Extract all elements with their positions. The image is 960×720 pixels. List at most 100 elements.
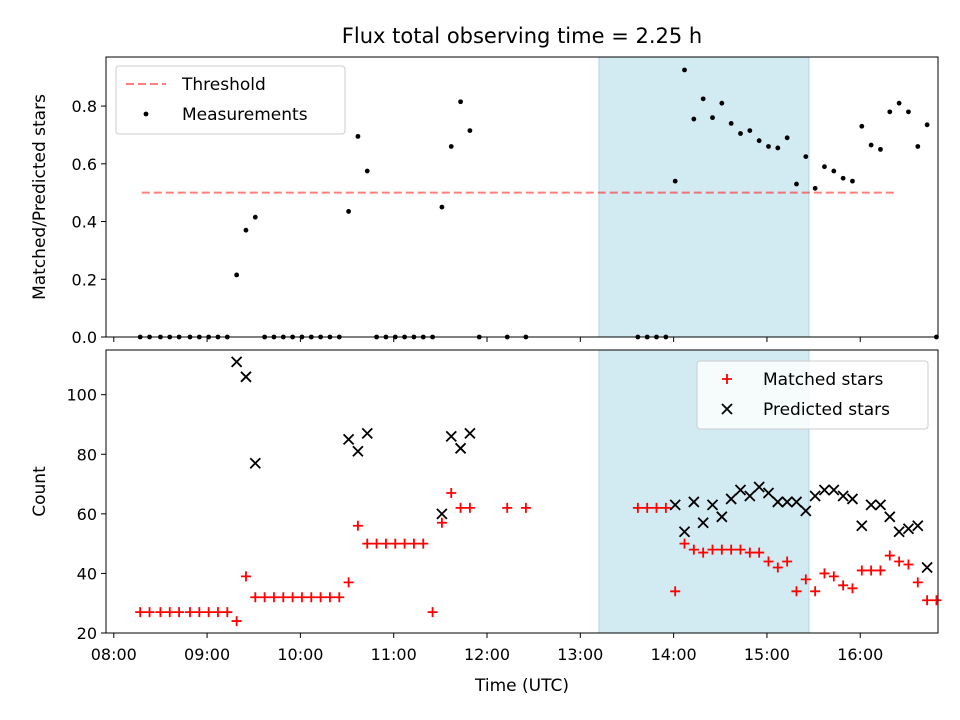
measurement-point bbox=[887, 109, 893, 115]
measurement-point bbox=[672, 178, 678, 184]
measurement-point bbox=[700, 96, 706, 102]
legend-label: Predicted stars bbox=[763, 400, 890, 420]
measurement-point bbox=[691, 116, 697, 122]
predicted-star-point bbox=[361, 427, 373, 440]
matched-star-point bbox=[144, 607, 155, 618]
x-tick-label: 11:00 bbox=[371, 645, 417, 664]
predicted-star-point bbox=[912, 520, 924, 532]
matched-star-point bbox=[754, 547, 765, 558]
matched-star-point bbox=[810, 586, 821, 597]
matched-star-point bbox=[164, 607, 175, 618]
top-axes: 0.0 0.2 0.4 0.6 0.8 Matched/Predicted stars Th… bbox=[30, 56, 939, 347]
predicted-star-point bbox=[837, 490, 849, 502]
matched-star-point bbox=[884, 550, 895, 561]
matched-star-point bbox=[866, 565, 877, 576]
predicted-star-point bbox=[688, 496, 700, 508]
measurement-point bbox=[364, 168, 370, 174]
measurement-point bbox=[831, 168, 837, 174]
matched-star-point bbox=[436, 517, 447, 528]
predicted-star-point bbox=[352, 445, 364, 457]
y-tick-label: 0.6 bbox=[72, 155, 97, 174]
measurement-point bbox=[458, 99, 463, 105]
measurement-point bbox=[812, 185, 818, 191]
matched-star-point bbox=[464, 502, 475, 513]
measurement-point bbox=[738, 131, 743, 136]
measurement-point bbox=[719, 100, 725, 106]
matched-star-point bbox=[455, 502, 466, 513]
legend-measurements-swatch bbox=[143, 111, 149, 117]
predicted-star-point bbox=[790, 496, 803, 508]
y-tick-label: 0.2 bbox=[72, 270, 97, 289]
measurement-point bbox=[439, 204, 445, 210]
measurement-point bbox=[859, 123, 865, 129]
figure-title: Flux total observing time = 2.25 h bbox=[342, 24, 702, 48]
matched-star-point bbox=[791, 586, 802, 597]
highlight-span bbox=[598, 57, 809, 337]
predicted-star-point bbox=[856, 520, 868, 532]
matched-star-point bbox=[240, 571, 251, 582]
matched-star-point bbox=[380, 538, 391, 549]
legend-label: Threshold bbox=[181, 75, 266, 95]
predicted-star-point bbox=[753, 481, 765, 493]
measurement-point bbox=[243, 227, 249, 233]
matched-star-point bbox=[735, 544, 746, 555]
measurement-point bbox=[924, 122, 930, 128]
predicted-star-point bbox=[240, 371, 252, 383]
matched-star-point bbox=[716, 544, 727, 555]
matched-star-point bbox=[856, 565, 867, 576]
matched-star-point bbox=[231, 616, 242, 627]
measurement-point bbox=[355, 133, 361, 139]
legend-box bbox=[115, 65, 346, 135]
legend-matched-swatch bbox=[722, 374, 732, 384]
measurement-point bbox=[840, 175, 846, 181]
predicted-star-point bbox=[734, 484, 747, 496]
matched-star-point bbox=[352, 520, 363, 531]
legend: Threshold Measurements bbox=[115, 65, 346, 135]
matched-star-point bbox=[184, 607, 195, 618]
matched-star-point bbox=[194, 607, 205, 618]
predicted-star-point bbox=[669, 499, 681, 511]
matched-star-point bbox=[306, 592, 317, 603]
matched-star-point bbox=[287, 592, 298, 603]
predicted-star-point bbox=[454, 442, 467, 454]
measurement-point bbox=[915, 144, 921, 149]
matched-star-point bbox=[155, 607, 166, 618]
matched-star-point bbox=[135, 607, 146, 618]
matched-star-point bbox=[931, 595, 942, 606]
matched-star-point bbox=[828, 571, 839, 582]
matched-star-point bbox=[838, 580, 849, 591]
matched-star-point bbox=[408, 538, 419, 549]
legend-label: Measurements bbox=[182, 105, 308, 125]
matched-star-point bbox=[903, 559, 914, 570]
measurement-point bbox=[728, 120, 734, 126]
matched-star-point bbox=[278, 592, 289, 603]
matched-star-point bbox=[259, 592, 270, 603]
measurement-point bbox=[252, 214, 258, 220]
matched-star-point bbox=[324, 592, 335, 603]
x-axis-label: Time (UTC) bbox=[474, 676, 569, 696]
predicted-star-point bbox=[249, 457, 261, 469]
matched-star-point bbox=[520, 502, 531, 513]
x-tick-label: 10:00 bbox=[277, 645, 323, 664]
predicted-star-point bbox=[902, 523, 915, 535]
y-axis-label: Count bbox=[30, 466, 50, 517]
measurement-point bbox=[794, 181, 799, 187]
matched-star-point bbox=[334, 592, 345, 603]
matched-star-point bbox=[203, 607, 214, 618]
predicted-star-point bbox=[716, 511, 728, 523]
x-tick-label: 14:00 bbox=[651, 645, 697, 664]
predicted-star-point bbox=[230, 356, 243, 368]
matched-star-point bbox=[679, 538, 690, 549]
matched-star-point bbox=[763, 556, 774, 567]
x-tick-label: 13:00 bbox=[557, 645, 603, 664]
y-axis-label: Matched/Predicted stars bbox=[30, 94, 50, 300]
x-tick-label: 15:00 bbox=[744, 645, 790, 664]
predicted-star-point bbox=[762, 487, 775, 499]
legend: Matched stars Predicted stars bbox=[696, 360, 929, 430]
matched-star-point bbox=[782, 556, 793, 567]
x-tick-label: 08:00 bbox=[91, 645, 137, 664]
matched-star-point bbox=[698, 547, 709, 558]
predicted-star-point bbox=[436, 508, 448, 520]
y-tick-label: 80 bbox=[77, 445, 97, 464]
